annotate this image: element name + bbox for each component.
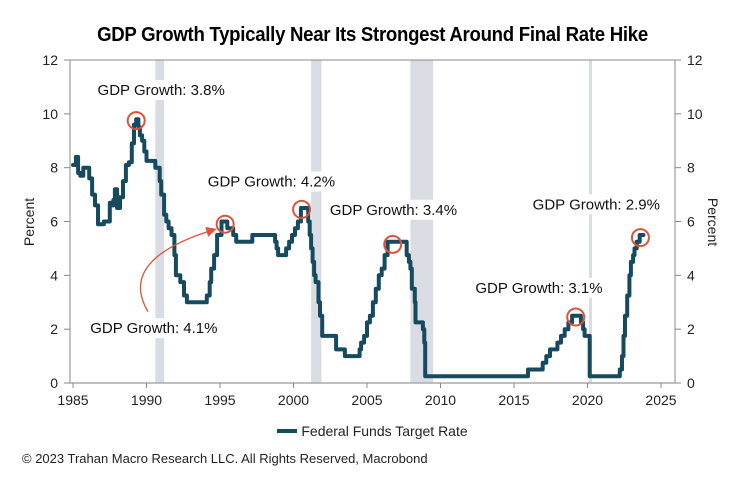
x-tick-label: 2010	[425, 392, 456, 408]
annotation-label-bg	[323, 199, 464, 220]
chart-title: GDP Growth Typically Near Its Strongest …	[97, 24, 648, 46]
y-tick-label-right: 2	[687, 321, 695, 337]
x-tick-label: 2005	[351, 392, 382, 408]
highlight-circle	[215, 214, 235, 234]
y-tick-label-right: 12	[687, 52, 703, 68]
annotation-label-bg	[201, 171, 342, 192]
highlight-circle	[383, 234, 403, 254]
y-tick-label-right: 6	[687, 214, 695, 230]
legend-label: Federal Funds Target Rate	[301, 423, 468, 439]
x-tick-label: 2025	[645, 392, 676, 408]
annotation-label: GDP Growth: 4.2%	[208, 174, 335, 191]
highlight-circle	[630, 228, 650, 248]
x-tick-label: 1990	[131, 392, 162, 408]
annotation-label: GDP Growth: 3.4%	[330, 202, 457, 219]
y-tick-label-left: 12	[42, 52, 58, 68]
y-tick-label-left: 6	[50, 214, 58, 230]
footer-copyright: © 2023 Trahan Macro Research LLC. All Ri…	[22, 451, 428, 466]
y-tick-label-right: 0	[687, 375, 695, 391]
recession-band	[410, 60, 434, 383]
series-layer	[71, 117, 646, 379]
y-tick-label-right: 8	[687, 160, 695, 176]
y-tick-label-right: 10	[687, 106, 703, 122]
highlight-circle	[566, 307, 586, 327]
highlight-circle	[292, 199, 312, 219]
annotation-label: GDP Growth: 2.9%	[533, 196, 660, 213]
y-tick-label-left: 10	[42, 106, 58, 122]
highlight-circle	[126, 111, 146, 131]
y-tick-label-left: 0	[50, 375, 58, 391]
legend-swatch	[277, 429, 298, 434]
y-tick-label-left: 2	[50, 321, 58, 337]
y-axis-title-right: Percent	[705, 198, 721, 246]
annotations: GDP Growth: 3.8% GDP Growth: 4.1% GDP Grow…	[83, 79, 667, 339]
recession-band	[588, 60, 592, 383]
y-tick-label-left: 8	[50, 160, 58, 176]
legend: Federal Funds Target Rate	[0, 423, 745, 439]
y-axis-title-left: Percent	[21, 198, 37, 246]
x-tick-label: 2020	[572, 392, 603, 408]
x-tick-label: 2000	[278, 392, 309, 408]
annotation-label-bg	[91, 79, 232, 100]
annotation-label: GDP Growth: 4.1%	[90, 320, 217, 337]
axes: 0 0 2 2 4 4 6 6 8 8 10 10 12 12 1985 1990 1995 2000 2005 20…	[42, 52, 702, 408]
y-tick-label-left: 4	[50, 267, 58, 283]
series-line-federal-funds-target-rate	[71, 117, 646, 379]
x-tick-label: 1985	[57, 392, 88, 408]
annotation-label-bg	[83, 318, 224, 339]
annotation-label-bg	[468, 277, 609, 298]
annotation-label-bg	[526, 194, 667, 215]
y-tick-label-right: 4	[687, 267, 695, 283]
x-tick-label: 2015	[498, 392, 529, 408]
x-tick-label: 1995	[204, 392, 235, 408]
recession-band	[155, 60, 165, 383]
recession-band	[311, 60, 322, 383]
annotation-label: GDP Growth: 3.1%	[475, 280, 602, 297]
annotation-label: GDP Growth: 3.8%	[98, 82, 225, 99]
annotation-arrow	[139, 226, 217, 313]
